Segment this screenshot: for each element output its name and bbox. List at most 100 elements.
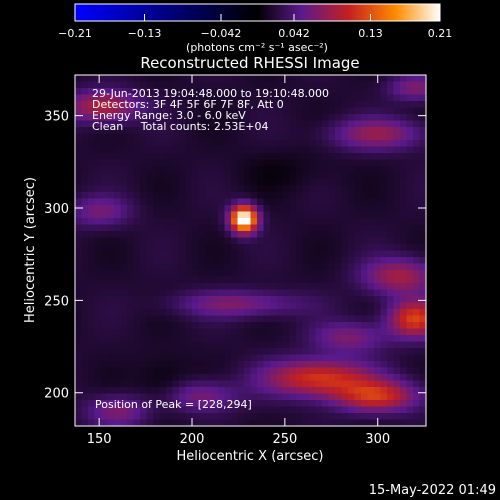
heatmap-cell xyxy=(283,205,291,213)
heatmap-cell xyxy=(296,166,304,174)
heatmap-cell xyxy=(166,257,174,265)
heatmap-cell xyxy=(133,114,141,122)
heatmap-cell xyxy=(276,322,284,330)
heatmap-cell xyxy=(166,140,174,148)
heatmap-cell xyxy=(419,367,427,375)
heatmap-cell xyxy=(315,263,323,271)
heatmap-cell xyxy=(153,263,161,271)
heatmap-cell xyxy=(367,374,375,382)
heatmap-cell xyxy=(250,367,258,375)
heatmap-cell xyxy=(120,205,128,213)
heatmap-cell xyxy=(257,198,265,206)
heatmap-cell xyxy=(315,140,323,148)
heatmap-cell xyxy=(218,341,226,349)
heatmap-cell xyxy=(231,263,239,271)
heatmap-cell xyxy=(237,114,245,122)
heatmap-cell xyxy=(283,393,291,401)
heatmap-cell xyxy=(315,270,323,278)
heatmap-cell xyxy=(283,185,291,193)
heatmap-cell xyxy=(185,257,193,265)
heatmap-cell xyxy=(231,335,239,343)
heatmap-cell xyxy=(114,231,122,239)
heatmap-cell xyxy=(120,400,128,408)
heatmap-cell xyxy=(179,185,187,193)
heatmap-cell xyxy=(393,166,401,174)
heatmap-cell xyxy=(315,367,323,375)
heatmap-cell xyxy=(361,419,369,427)
heatmap-cell xyxy=(172,387,180,395)
heatmap-cell xyxy=(322,309,330,317)
heatmap-cell xyxy=(354,114,362,122)
heatmap-cell xyxy=(322,101,330,109)
heatmap-cell xyxy=(361,348,369,356)
heatmap-cell xyxy=(146,185,154,193)
heatmap-cell xyxy=(387,159,395,167)
heatmap-cell xyxy=(205,88,213,96)
heatmap-cell xyxy=(263,289,271,297)
heatmap-cell xyxy=(367,159,375,167)
heatmap-cell xyxy=(309,380,317,388)
heatmap-cell xyxy=(88,140,96,148)
heatmap-cell xyxy=(419,419,427,427)
heatmap-cell xyxy=(328,237,336,245)
heatmap-cell xyxy=(270,159,278,167)
heatmap-cell xyxy=(250,276,258,284)
heatmap-cell xyxy=(244,263,252,271)
heatmap-cell xyxy=(205,185,213,193)
heatmap-cell xyxy=(387,263,395,271)
heatmap-cell xyxy=(341,94,349,102)
heatmap-cell xyxy=(348,309,356,317)
heatmap-cell xyxy=(107,101,115,109)
heatmap-cell xyxy=(413,88,421,96)
heatmap-cell xyxy=(205,133,213,141)
heatmap-cell xyxy=(114,335,122,343)
heatmap-cell xyxy=(205,153,213,161)
heatmap-cell xyxy=(387,296,395,304)
heatmap-cell xyxy=(224,296,232,304)
heatmap-cell xyxy=(159,419,167,427)
heatmap-cell xyxy=(81,257,89,265)
heatmap-cell xyxy=(263,172,271,180)
heatmap-cell xyxy=(107,380,115,388)
heatmap-cell xyxy=(302,419,310,427)
heatmap-cell xyxy=(146,302,154,310)
heatmap-cell xyxy=(322,406,330,414)
heatmap-cell xyxy=(237,302,245,310)
heatmap-cell xyxy=(75,374,83,382)
heatmap-cell xyxy=(341,276,349,284)
heatmap-cell xyxy=(341,224,349,232)
heatmap-cell xyxy=(296,231,304,239)
heatmap-cell xyxy=(289,367,297,375)
heatmap-cell xyxy=(387,257,395,265)
heatmap-cell xyxy=(114,237,122,245)
heatmap-cell xyxy=(237,296,245,304)
heatmap-cell xyxy=(166,348,174,356)
heatmap-cell xyxy=(387,380,395,388)
heatmap-cell xyxy=(101,302,109,310)
heatmap-cell xyxy=(127,205,135,213)
heatmap-cell xyxy=(192,88,200,96)
heatmap-cell xyxy=(146,172,154,180)
heatmap-cell xyxy=(406,393,414,401)
heatmap-cell xyxy=(237,94,245,102)
heatmap-cell xyxy=(283,374,291,382)
heatmap-cell xyxy=(328,289,336,297)
heatmap-cell xyxy=(120,185,128,193)
heatmap-cell xyxy=(322,133,330,141)
heatmap-cell xyxy=(257,257,265,265)
heatmap-cell xyxy=(276,107,284,115)
heatmap-cell xyxy=(328,133,336,141)
heatmap-cell xyxy=(94,101,102,109)
heatmap-cell xyxy=(81,309,89,317)
heatmap-cell xyxy=(107,172,115,180)
heatmap-cell xyxy=(406,270,414,278)
heatmap-cell xyxy=(172,218,180,226)
heatmap-cell xyxy=(367,257,375,265)
heatmap-cell xyxy=(166,380,174,388)
heatmap-cell xyxy=(374,393,382,401)
heatmap-cell xyxy=(179,153,187,161)
heatmap-cell xyxy=(146,140,154,148)
heatmap-cell xyxy=(120,322,128,330)
heatmap-cell xyxy=(263,114,271,122)
heatmap-cell xyxy=(218,75,226,83)
